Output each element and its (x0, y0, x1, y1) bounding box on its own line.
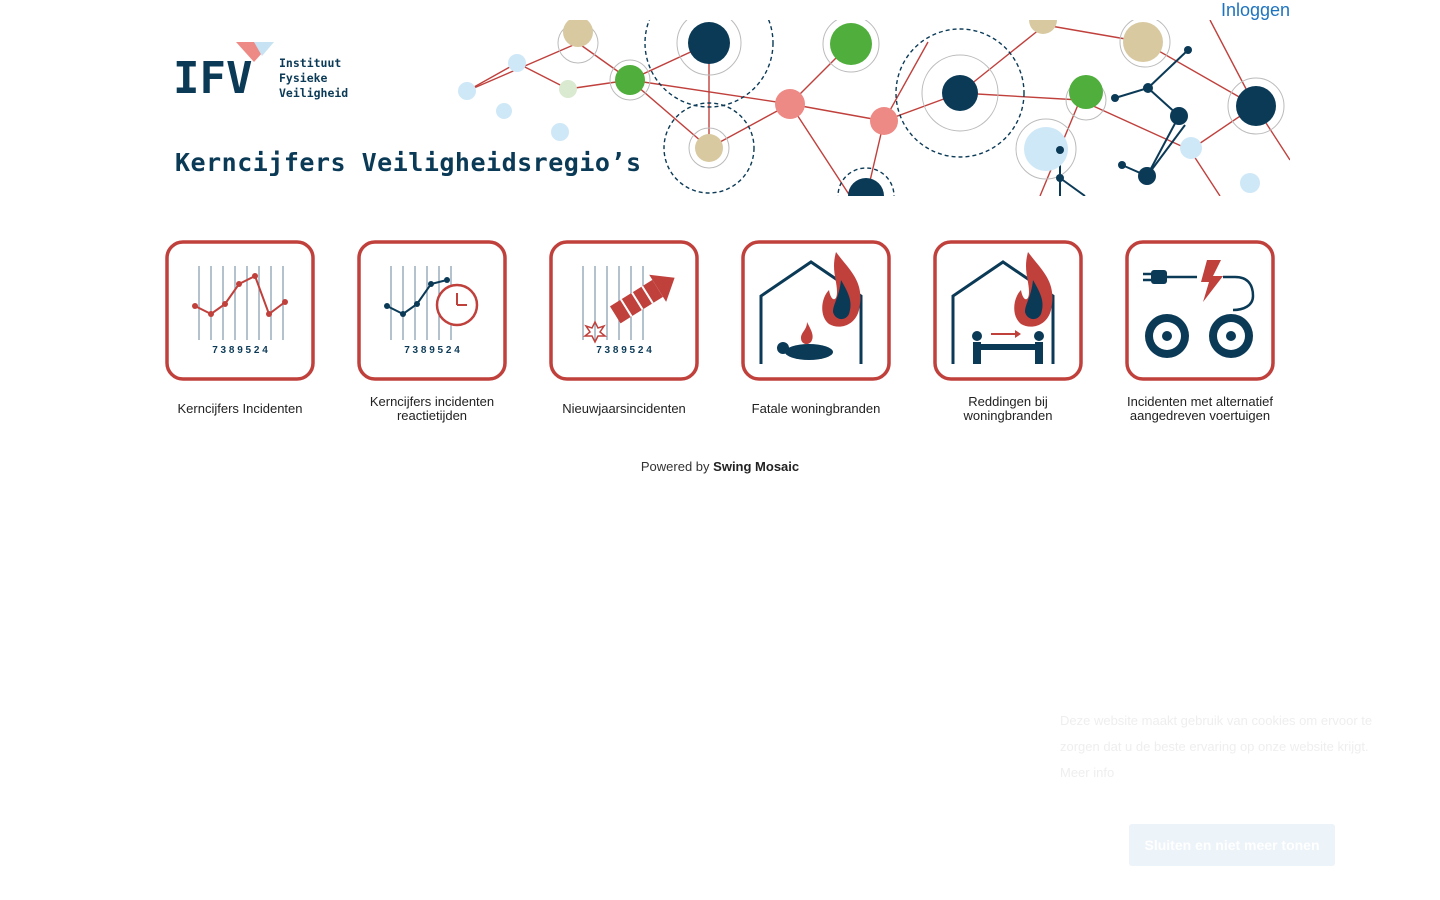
house-fire-rescue-icon (933, 240, 1083, 381)
powered-by: Powered by Swing Mosaic (0, 459, 1440, 474)
tile-incidenten-reactietijden[interactable]: 7 3 8 9 5 2 4 Kerncijfers incidenten rea… (347, 240, 517, 429)
tile-label: Fatale woningbranden (751, 401, 881, 416)
firework-rocket-icon: 7 3 8 9 5 2 4 (549, 240, 699, 381)
tile-reddingen-woningbranden[interactable]: Reddingen bij woningbranden (923, 240, 1093, 429)
chart-clock-icon: 7 3 8 9 5 2 4 (357, 240, 507, 381)
tile-label: Kerncijfers incidenten reactietijden (369, 394, 495, 423)
cookie-dismiss-button[interactable]: Sluiten en niet meer tonen (1129, 824, 1335, 866)
tile-label: Kerncijfers Incidenten (177, 401, 303, 416)
login-link[interactable]: Inloggen (1221, 0, 1291, 20)
tile-kerncijfers-incidenten[interactable]: 7 3 8 9 5 2 4 Kerncijfers Incidenten (155, 240, 325, 429)
svg-text:7 3 8 9 5 2 4: 7 3 8 9 5 2 4 (404, 345, 460, 356)
dashboard-tiles: 7 3 8 9 5 2 4 Kerncijfers Incidenten 7 3… (150, 240, 1290, 430)
ifv-logo-mark: IFV (173, 42, 274, 104)
powered-brand-link[interactable]: Swing Mosaic (713, 459, 800, 474)
powered-prefix: Powered by (640, 459, 710, 474)
cookie-banner: Deze website maakt gebruik van cookies o… (1040, 688, 1424, 883)
tile-alternatief-aangedreven-voertuigen[interactable]: Incidenten met alternatief aangedreven v… (1115, 240, 1285, 429)
tile-label: Incidenten met alternatief aangedreven v… (1127, 394, 1273, 423)
banner-title: Kerncijfers Veiligheidsregio’s (175, 148, 642, 177)
tile-label: Nieuwjaarsincidenten (562, 401, 686, 416)
cookie-text: Deze website maakt gebruik van cookies o… (1060, 713, 1373, 780)
network-graphic: IFV (173, 20, 1290, 196)
tile-label: Reddingen bij woningbranden (963, 394, 1053, 423)
line-chart-icon: 7 3 8 9 5 2 4 (165, 240, 315, 381)
logo-subtitle: Instituut Fysieke Veiligheid (279, 56, 349, 100)
svg-text:IFV: IFV (173, 53, 252, 104)
electric-vehicle-icon (1125, 240, 1275, 381)
house-fire-victim-icon (741, 240, 891, 381)
tile-nieuwjaarsincidenten[interactable]: 7 3 8 9 5 2 4 Nieuwjaarsincidenten (539, 240, 709, 429)
tile-fatale-woningbranden[interactable]: Fatale woningbranden (731, 240, 901, 429)
header-banner: IFV Instituut Fysieke Veiligheid Kerncij… (150, 20, 1290, 196)
svg-text:7 3 8 9 5 2 4: 7 3 8 9 5 2 4 (212, 345, 268, 356)
svg-text:7 3 8 9 5 2 4: 7 3 8 9 5 2 4 (596, 345, 652, 356)
